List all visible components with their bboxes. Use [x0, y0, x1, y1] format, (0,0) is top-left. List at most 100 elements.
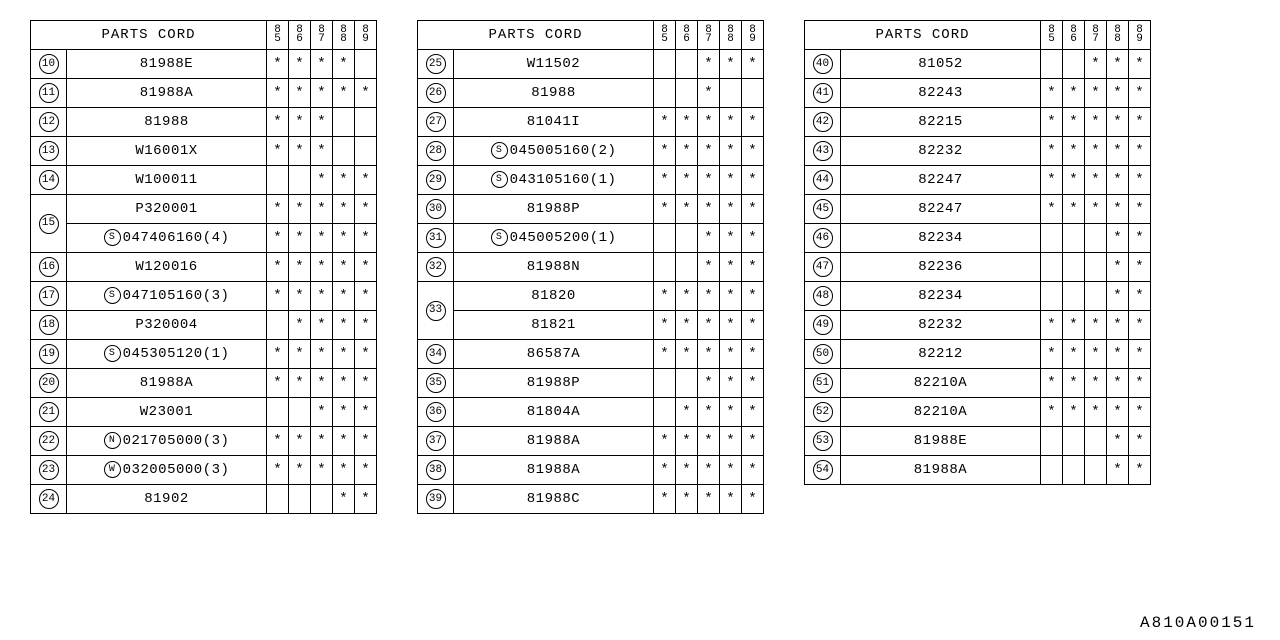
index-badge: 21 — [39, 402, 59, 422]
year-mark — [654, 253, 676, 282]
part-number-text: 82212 — [918, 346, 963, 362]
year-mark — [311, 485, 333, 514]
year-mark: * — [698, 79, 720, 108]
year-mark: * — [355, 195, 377, 224]
part-number-text: 82210A — [914, 404, 967, 420]
year-mark: * — [1129, 311, 1151, 340]
row-index: 52 — [805, 398, 841, 427]
document-code: A810A00151 — [1140, 614, 1256, 632]
row-index: 23 — [31, 456, 67, 485]
year-mark: * — [1041, 108, 1063, 137]
row-index: 13 — [31, 137, 67, 166]
part-number-text: 045005200(1) — [510, 231, 617, 247]
year-mark: * — [698, 195, 720, 224]
table-row: 4982232***** — [805, 311, 1151, 340]
year-mark: * — [654, 427, 676, 456]
row-index: 19 — [31, 340, 67, 369]
year-mark: * — [742, 108, 764, 137]
year-mark: * — [333, 195, 355, 224]
part-number-text: W11502 — [527, 56, 580, 72]
table-row: 21W23001*** — [31, 398, 377, 427]
year-mark — [267, 311, 289, 340]
row-index: 28 — [418, 137, 454, 166]
year-mark: * — [720, 369, 742, 398]
part-number-text: 81052 — [918, 56, 963, 72]
year-mark: * — [720, 311, 742, 340]
table-row: 23W032005000(3)***** — [31, 456, 377, 485]
index-badge: 30 — [426, 199, 446, 219]
part-number: 81988 — [67, 108, 267, 137]
year-mark: * — [333, 79, 355, 108]
table-row: 5282210A***** — [805, 398, 1151, 427]
index-badge: 17 — [39, 286, 59, 306]
part-number: N021705000(3) — [67, 427, 267, 456]
year-mark: * — [1107, 340, 1129, 369]
year-mark: * — [742, 137, 764, 166]
year-mark: * — [1041, 369, 1063, 398]
year-mark: * — [1129, 79, 1151, 108]
year-mark: * — [720, 137, 742, 166]
part-number-text: 82215 — [918, 114, 963, 130]
year-mark: * — [289, 253, 311, 282]
part-number-text: 81988A — [914, 462, 967, 478]
year-mark: * — [1085, 398, 1107, 427]
index-badge: 18 — [39, 315, 59, 335]
year-mark: * — [1085, 340, 1107, 369]
part-number-text: P320004 — [135, 317, 197, 333]
row-index: 14 — [31, 166, 67, 195]
year-mark — [676, 253, 698, 282]
year-mark: * — [311, 224, 333, 253]
year-mark — [1085, 456, 1107, 485]
year-mark: * — [742, 398, 764, 427]
table-row: 4182243***** — [805, 79, 1151, 108]
year-mark: * — [1129, 195, 1151, 224]
year-mark: * — [1129, 340, 1151, 369]
index-badge: 42 — [813, 112, 833, 132]
year-mark: * — [333, 166, 355, 195]
year-mark: * — [333, 369, 355, 398]
year-mark — [1085, 282, 1107, 311]
year-mark: * — [1107, 50, 1129, 79]
year-mark — [1063, 456, 1085, 485]
part-number: 82210A — [841, 398, 1041, 427]
part-number: 82234 — [841, 282, 1041, 311]
parts-table: PARTS CORD85868788891081988E****1181988A… — [30, 20, 377, 514]
index-badge: 25 — [426, 54, 446, 74]
index-badge: 39 — [426, 489, 446, 509]
year-mark: * — [267, 369, 289, 398]
year-mark: * — [267, 456, 289, 485]
part-number: W11502 — [454, 50, 654, 79]
part-number-text: 81988C — [527, 491, 580, 507]
part-number: 82247 — [841, 166, 1041, 195]
year-mark: * — [333, 340, 355, 369]
part-number-text: 81820 — [531, 288, 576, 304]
index-badge: 34 — [426, 344, 446, 364]
year-mark: * — [289, 427, 311, 456]
part-number-text: 82234 — [918, 288, 963, 304]
year-mark: * — [698, 311, 720, 340]
year-mark: * — [742, 427, 764, 456]
part-number: W100011 — [67, 166, 267, 195]
year-mark: * — [1107, 427, 1129, 456]
year-mark — [654, 50, 676, 79]
year-mark: * — [333, 282, 355, 311]
year-header: 86 — [1063, 21, 1085, 50]
year-mark: * — [654, 108, 676, 137]
row-index: 34 — [418, 340, 454, 369]
year-mark: * — [676, 398, 698, 427]
row-index: 53 — [805, 427, 841, 456]
year-mark — [1085, 224, 1107, 253]
part-prefix-icon: W — [104, 461, 121, 478]
index-badge: 24 — [39, 489, 59, 509]
year-mark: * — [676, 108, 698, 137]
year-mark: * — [742, 340, 764, 369]
part-number: 82232 — [841, 311, 1041, 340]
year-mark: * — [289, 137, 311, 166]
year-mark: * — [311, 50, 333, 79]
row-index: 21 — [31, 398, 67, 427]
year-mark: * — [355, 485, 377, 514]
index-badge: 38 — [426, 460, 446, 480]
index-badge: 23 — [39, 460, 59, 480]
index-badge: 41 — [813, 83, 833, 103]
year-mark: * — [311, 79, 333, 108]
